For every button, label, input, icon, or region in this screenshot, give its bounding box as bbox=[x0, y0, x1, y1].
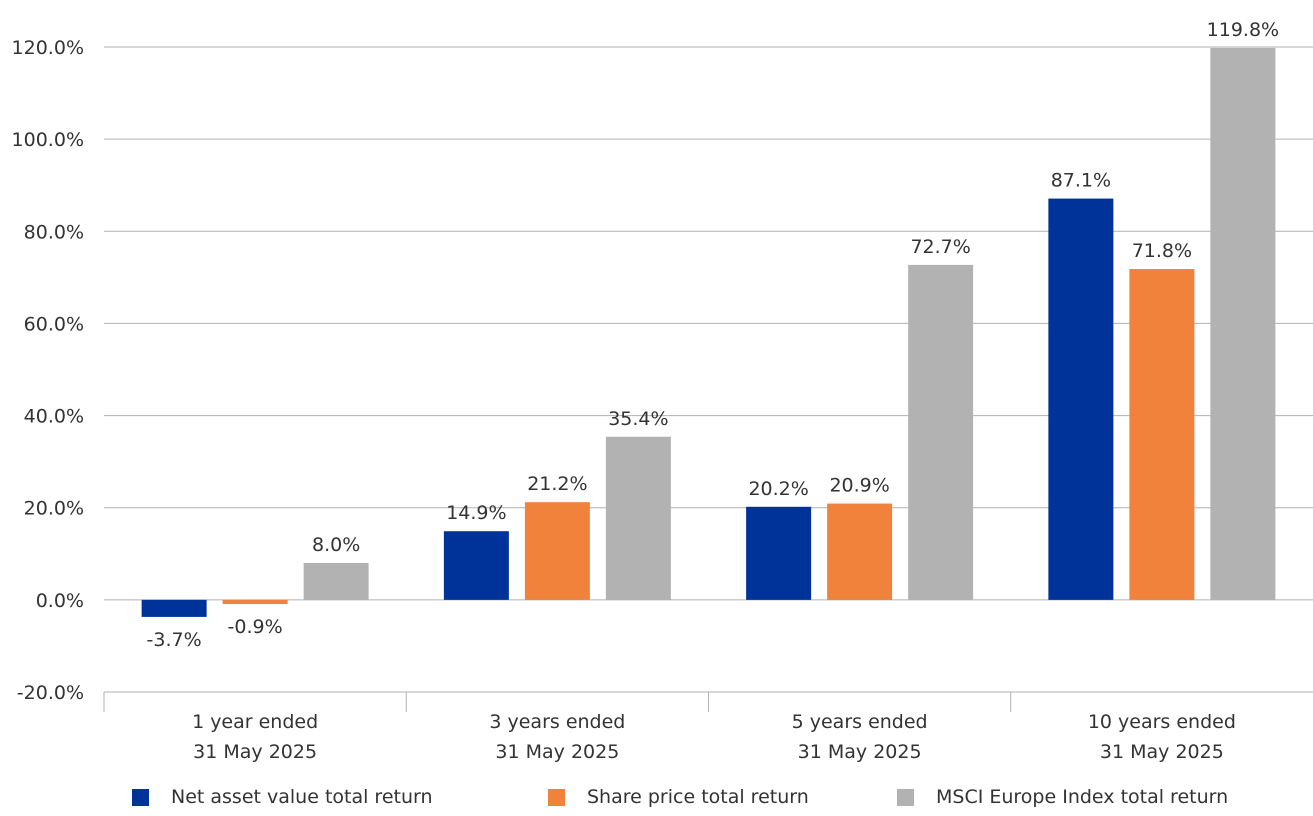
bar bbox=[1048, 198, 1114, 600]
data-label: 14.9% bbox=[446, 502, 506, 524]
bar bbox=[1210, 47, 1276, 600]
x-category-label: 5 years ended bbox=[792, 711, 928, 733]
legend-swatch bbox=[132, 788, 149, 806]
x-category-label: 3 years ended bbox=[489, 711, 625, 733]
data-label: 71.8% bbox=[1132, 240, 1192, 262]
bar bbox=[827, 503, 893, 600]
bar bbox=[1129, 269, 1195, 600]
y-tick-label: -20.0% bbox=[17, 682, 84, 704]
x-category-label: 31 May 2025 bbox=[495, 741, 619, 763]
legend-swatch bbox=[897, 788, 914, 806]
legend-item: MSCI Europe Index total return bbox=[897, 786, 1228, 808]
data-label: 8.0% bbox=[312, 534, 360, 556]
data-label: 20.2% bbox=[748, 478, 808, 500]
data-label: -0.9% bbox=[228, 616, 283, 638]
legend-label: MSCI Europe Index total return bbox=[936, 786, 1229, 808]
data-label: 72.7% bbox=[910, 236, 970, 258]
y-tick-label: 0.0% bbox=[36, 590, 84, 612]
bar bbox=[303, 563, 369, 600]
bar bbox=[605, 436, 671, 600]
data-label: 119.8% bbox=[1207, 19, 1279, 41]
bar bbox=[524, 502, 590, 600]
data-label: -3.7% bbox=[147, 629, 202, 651]
y-tick-label: 20.0% bbox=[24, 498, 84, 520]
data-label: 35.4% bbox=[608, 408, 668, 430]
legend-swatch bbox=[548, 788, 565, 806]
x-category-label: 31 May 2025 bbox=[798, 741, 922, 763]
data-label: 20.9% bbox=[829, 475, 889, 497]
legend-label: Share price total return bbox=[587, 786, 809, 808]
y-axis-ticks: -20.0% 0.0% 20.0% 40.0% 60.0% 80.0% 100.0% 120.… bbox=[12, 37, 84, 704]
y-tick-label: 60.0% bbox=[24, 313, 84, 335]
x-category-label: 1 year ended bbox=[192, 711, 318, 733]
legend-item: Share price total return bbox=[548, 786, 809, 808]
bar bbox=[746, 506, 812, 600]
legend-item: Net asset value total return bbox=[132, 786, 433, 808]
y-tick-label: 40.0% bbox=[24, 406, 84, 428]
legend-label: Net asset value total return bbox=[171, 786, 433, 808]
y-tick-label: 120.0% bbox=[12, 37, 84, 59]
x-category-label: 31 May 2025 bbox=[193, 741, 317, 763]
y-tick-label: 80.0% bbox=[24, 221, 84, 243]
bars bbox=[141, 47, 1276, 617]
bar bbox=[222, 599, 288, 605]
x-category-label: 31 May 2025 bbox=[1100, 741, 1224, 763]
data-label: 87.1% bbox=[1051, 170, 1111, 192]
bar-chart: -20.0% 0.0% 20.0% 40.0% 60.0% 80.0% 100.0% 120.… bbox=[12, 19, 1313, 763]
bar bbox=[141, 599, 207, 617]
data-label: 21.2% bbox=[527, 473, 587, 495]
legend: Net asset value total return Share price … bbox=[0, 786, 1313, 816]
bar bbox=[443, 531, 509, 600]
y-tick-label: 100.0% bbox=[12, 129, 84, 151]
x-category-label: 10 years ended bbox=[1088, 711, 1236, 733]
bar bbox=[908, 264, 974, 600]
x-axis: 1 year ended 31 May 2025 3 years ended 31 M… bbox=[103, 692, 1236, 763]
data-labels: -3.7% -0.9% 8.0% 14.9% 21.2% 35.4% 20.2% 20.9% 7… bbox=[147, 19, 1280, 651]
